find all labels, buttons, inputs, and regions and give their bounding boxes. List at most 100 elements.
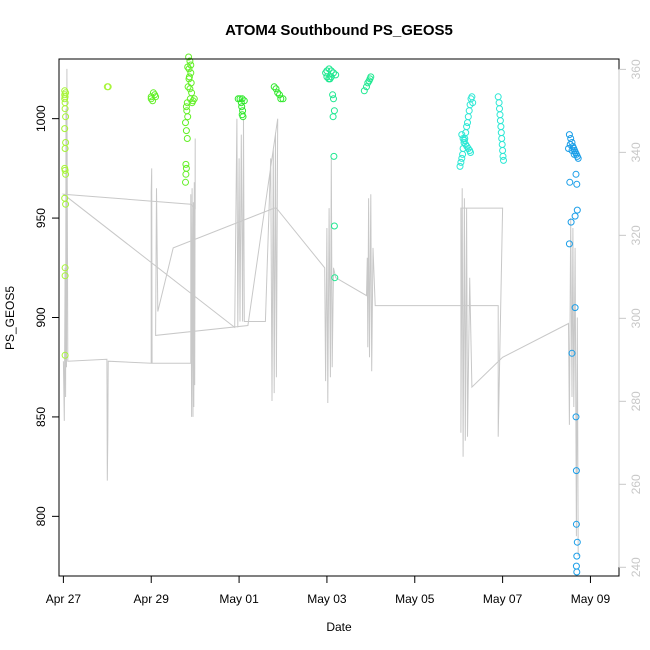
data-point-series-6	[573, 552, 581, 560]
data-point-series-2	[182, 103, 190, 111]
data-point-series-5	[497, 129, 505, 137]
y-tick-label: 950	[34, 208, 48, 228]
data-point-series-4	[360, 87, 368, 95]
data-point-series-2	[149, 89, 157, 97]
data-point-series-2	[182, 127, 190, 135]
data-point-series-4	[331, 274, 339, 282]
data-point-series-4	[363, 83, 370, 91]
data-point-series-2	[186, 57, 194, 65]
data-point-series-6	[572, 520, 580, 528]
points-layer	[61, 53, 582, 576]
data-point-series-3	[277, 95, 285, 103]
data-point-series-1	[61, 105, 69, 113]
data-point-series-6	[568, 147, 576, 154]
data-point-series-3	[237, 99, 245, 107]
x-axis-label: Date	[326, 620, 352, 634]
data-point-series-1	[61, 125, 69, 133]
y2-tick-label: 240	[629, 557, 643, 577]
data-point-series-4	[329, 91, 337, 99]
data-point-series-4	[332, 71, 340, 79]
data-point-series-6	[570, 150, 578, 158]
data-point-series-6	[571, 212, 579, 220]
x-tick-label: May 07	[483, 592, 523, 606]
data-point-series-5	[496, 111, 504, 119]
data-point-series-5	[464, 119, 471, 127]
data-point-series-2	[183, 99, 191, 107]
data-point-series-2	[182, 119, 189, 127]
data-point-series-3	[274, 89, 282, 97]
data-point-series-1	[62, 89, 70, 97]
data-point-series-5	[467, 149, 474, 156]
data-point-series-5	[468, 93, 476, 101]
x-tick-label: May 01	[219, 592, 259, 606]
x-tick-label: May 09	[571, 592, 611, 606]
data-point-series-3	[236, 95, 244, 103]
data-point-series-4	[330, 222, 338, 230]
data-point-series-6	[574, 154, 582, 162]
data-point-series-2	[185, 75, 193, 83]
data-point-series-5	[497, 123, 505, 131]
data-point-series-6	[572, 413, 580, 421]
data-point-series-3	[239, 113, 247, 121]
data-point-series-5	[496, 117, 504, 125]
data-point-series-6	[572, 170, 580, 178]
data-point-series-2	[182, 170, 190, 178]
data-point-series-6	[572, 562, 580, 570]
data-point-series-5	[465, 107, 473, 115]
data-point-series-6	[567, 218, 575, 226]
data-point-series-6	[568, 349, 576, 357]
data-point-series-4	[330, 95, 337, 103]
data-point-series-2	[147, 95, 155, 103]
data-point-series-1	[62, 113, 70, 121]
data-point-series-4	[329, 113, 337, 121]
y2-tick-label: 300	[629, 308, 643, 328]
data-point-series-4	[367, 73, 375, 81]
data-point-series-5	[460, 137, 468, 144]
data-point-series-4	[330, 152, 338, 160]
data-point-series-5	[469, 99, 477, 107]
y2-tick-label: 360	[629, 59, 643, 79]
data-point-series-2	[182, 160, 190, 168]
data-point-series-2	[184, 113, 192, 121]
data-point-series-2	[190, 95, 198, 103]
data-point-series-1	[61, 264, 69, 272]
data-point-series-2	[149, 97, 157, 105]
data-point-series-1	[61, 145, 69, 152]
data-point-series-6	[573, 180, 581, 188]
y-tick-label: 850	[34, 407, 48, 427]
data-point-series-2	[184, 83, 192, 91]
y2-tick-label: 320	[629, 225, 643, 245]
y2-tick-label: 260	[629, 474, 643, 494]
data-point-series-5	[464, 113, 472, 121]
data-point-series-2	[186, 85, 194, 93]
data-point-series-6	[573, 568, 581, 576]
data-point-series-6	[572, 467, 580, 475]
data-point-series-5	[459, 150, 467, 158]
data-point-series-1	[61, 95, 69, 103]
data-point-series-3	[272, 85, 280, 93]
data-point-series-6	[567, 135, 575, 142]
data-point-series-3	[270, 83, 278, 91]
data-point-series-4	[330, 107, 338, 115]
data-point-series-2	[185, 53, 193, 61]
data-point-series-6	[566, 178, 574, 186]
y2-tick-label: 340	[629, 142, 643, 162]
data-point-series-6	[571, 304, 579, 312]
data-point-series-4	[325, 65, 333, 73]
data-point-series-2	[182, 178, 189, 186]
data-point-series-5	[498, 141, 506, 148]
data-point-series-5	[496, 105, 503, 113]
data-point-series-5	[457, 158, 465, 166]
x-tick-label: May 03	[307, 592, 347, 606]
data-point-series-4	[364, 79, 372, 87]
data-point-series-1	[61, 351, 69, 359]
data-point-series-1	[104, 83, 112, 91]
data-point-series-4	[330, 69, 337, 77]
data-point-series-6	[565, 145, 572, 152]
data-point-series-5	[458, 154, 466, 162]
y-axis-label: PS_GEOS5	[3, 286, 17, 350]
data-point-series-5	[456, 162, 464, 170]
x-tick-label: May 05	[395, 592, 435, 606]
gray-trace-line	[61, 68, 579, 557]
